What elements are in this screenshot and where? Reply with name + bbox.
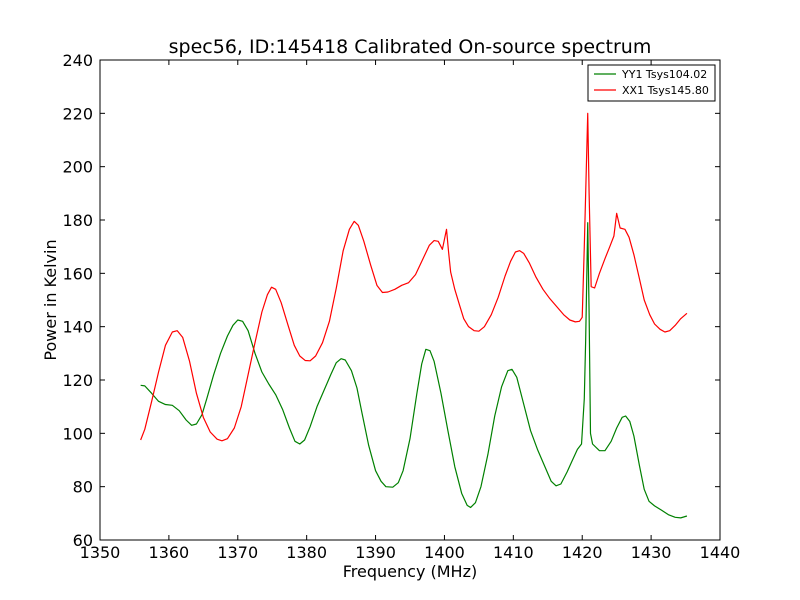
y-tick-label: 60: [73, 531, 93, 550]
legend: YY1 Tsys104.02 XX1 Tsys145.80: [587, 64, 716, 102]
chart-title: spec56, ID:145418 Calibrated On-source s…: [169, 36, 652, 58]
x-tick-label: 1360: [149, 543, 190, 562]
x-tick-label: 1420: [562, 543, 603, 562]
y-axis-label: Power in Kelvin: [41, 239, 60, 360]
legend-box: [587, 64, 716, 102]
legend-label-yy1: YY1 Tsys104.02: [621, 68, 707, 81]
y-tick-label: 80: [73, 478, 93, 497]
series-line-yy1: [140, 222, 688, 519]
series-line-xx1: [140, 112, 688, 442]
y-tick-label: 220: [62, 104, 93, 123]
x-tick-label: 1440: [700, 543, 741, 562]
x-tick-label: 1370: [217, 543, 258, 562]
plot-frame: [99, 59, 721, 541]
series-layer: [140, 112, 688, 519]
legend-label-xx1: XX1 Tsys145.80: [622, 84, 709, 97]
x-tick-label: 1350: [80, 543, 121, 562]
y-tick-label: 100: [62, 424, 93, 443]
x-tick-label: 1400: [424, 543, 465, 562]
y-tick-label: 120: [62, 371, 93, 390]
y-tick-label: 180: [62, 211, 93, 230]
x-tick-label: 1430: [631, 543, 672, 562]
x-tick-label: 1410: [493, 543, 534, 562]
x-tick-label: 1380: [286, 543, 327, 562]
ticks-layer: 1350 1360 1370 1380 1390 1400 1410 1420 1430 1440…: [62, 51, 740, 562]
y-tick-label: 240: [62, 51, 93, 70]
y-tick-label: 140: [62, 318, 93, 337]
y-tick-label: 160: [62, 264, 93, 283]
x-tick-label: 1390: [355, 543, 396, 562]
y-tick-label: 200: [62, 158, 93, 177]
x-axis-label: Frequency (MHz): [343, 562, 477, 581]
